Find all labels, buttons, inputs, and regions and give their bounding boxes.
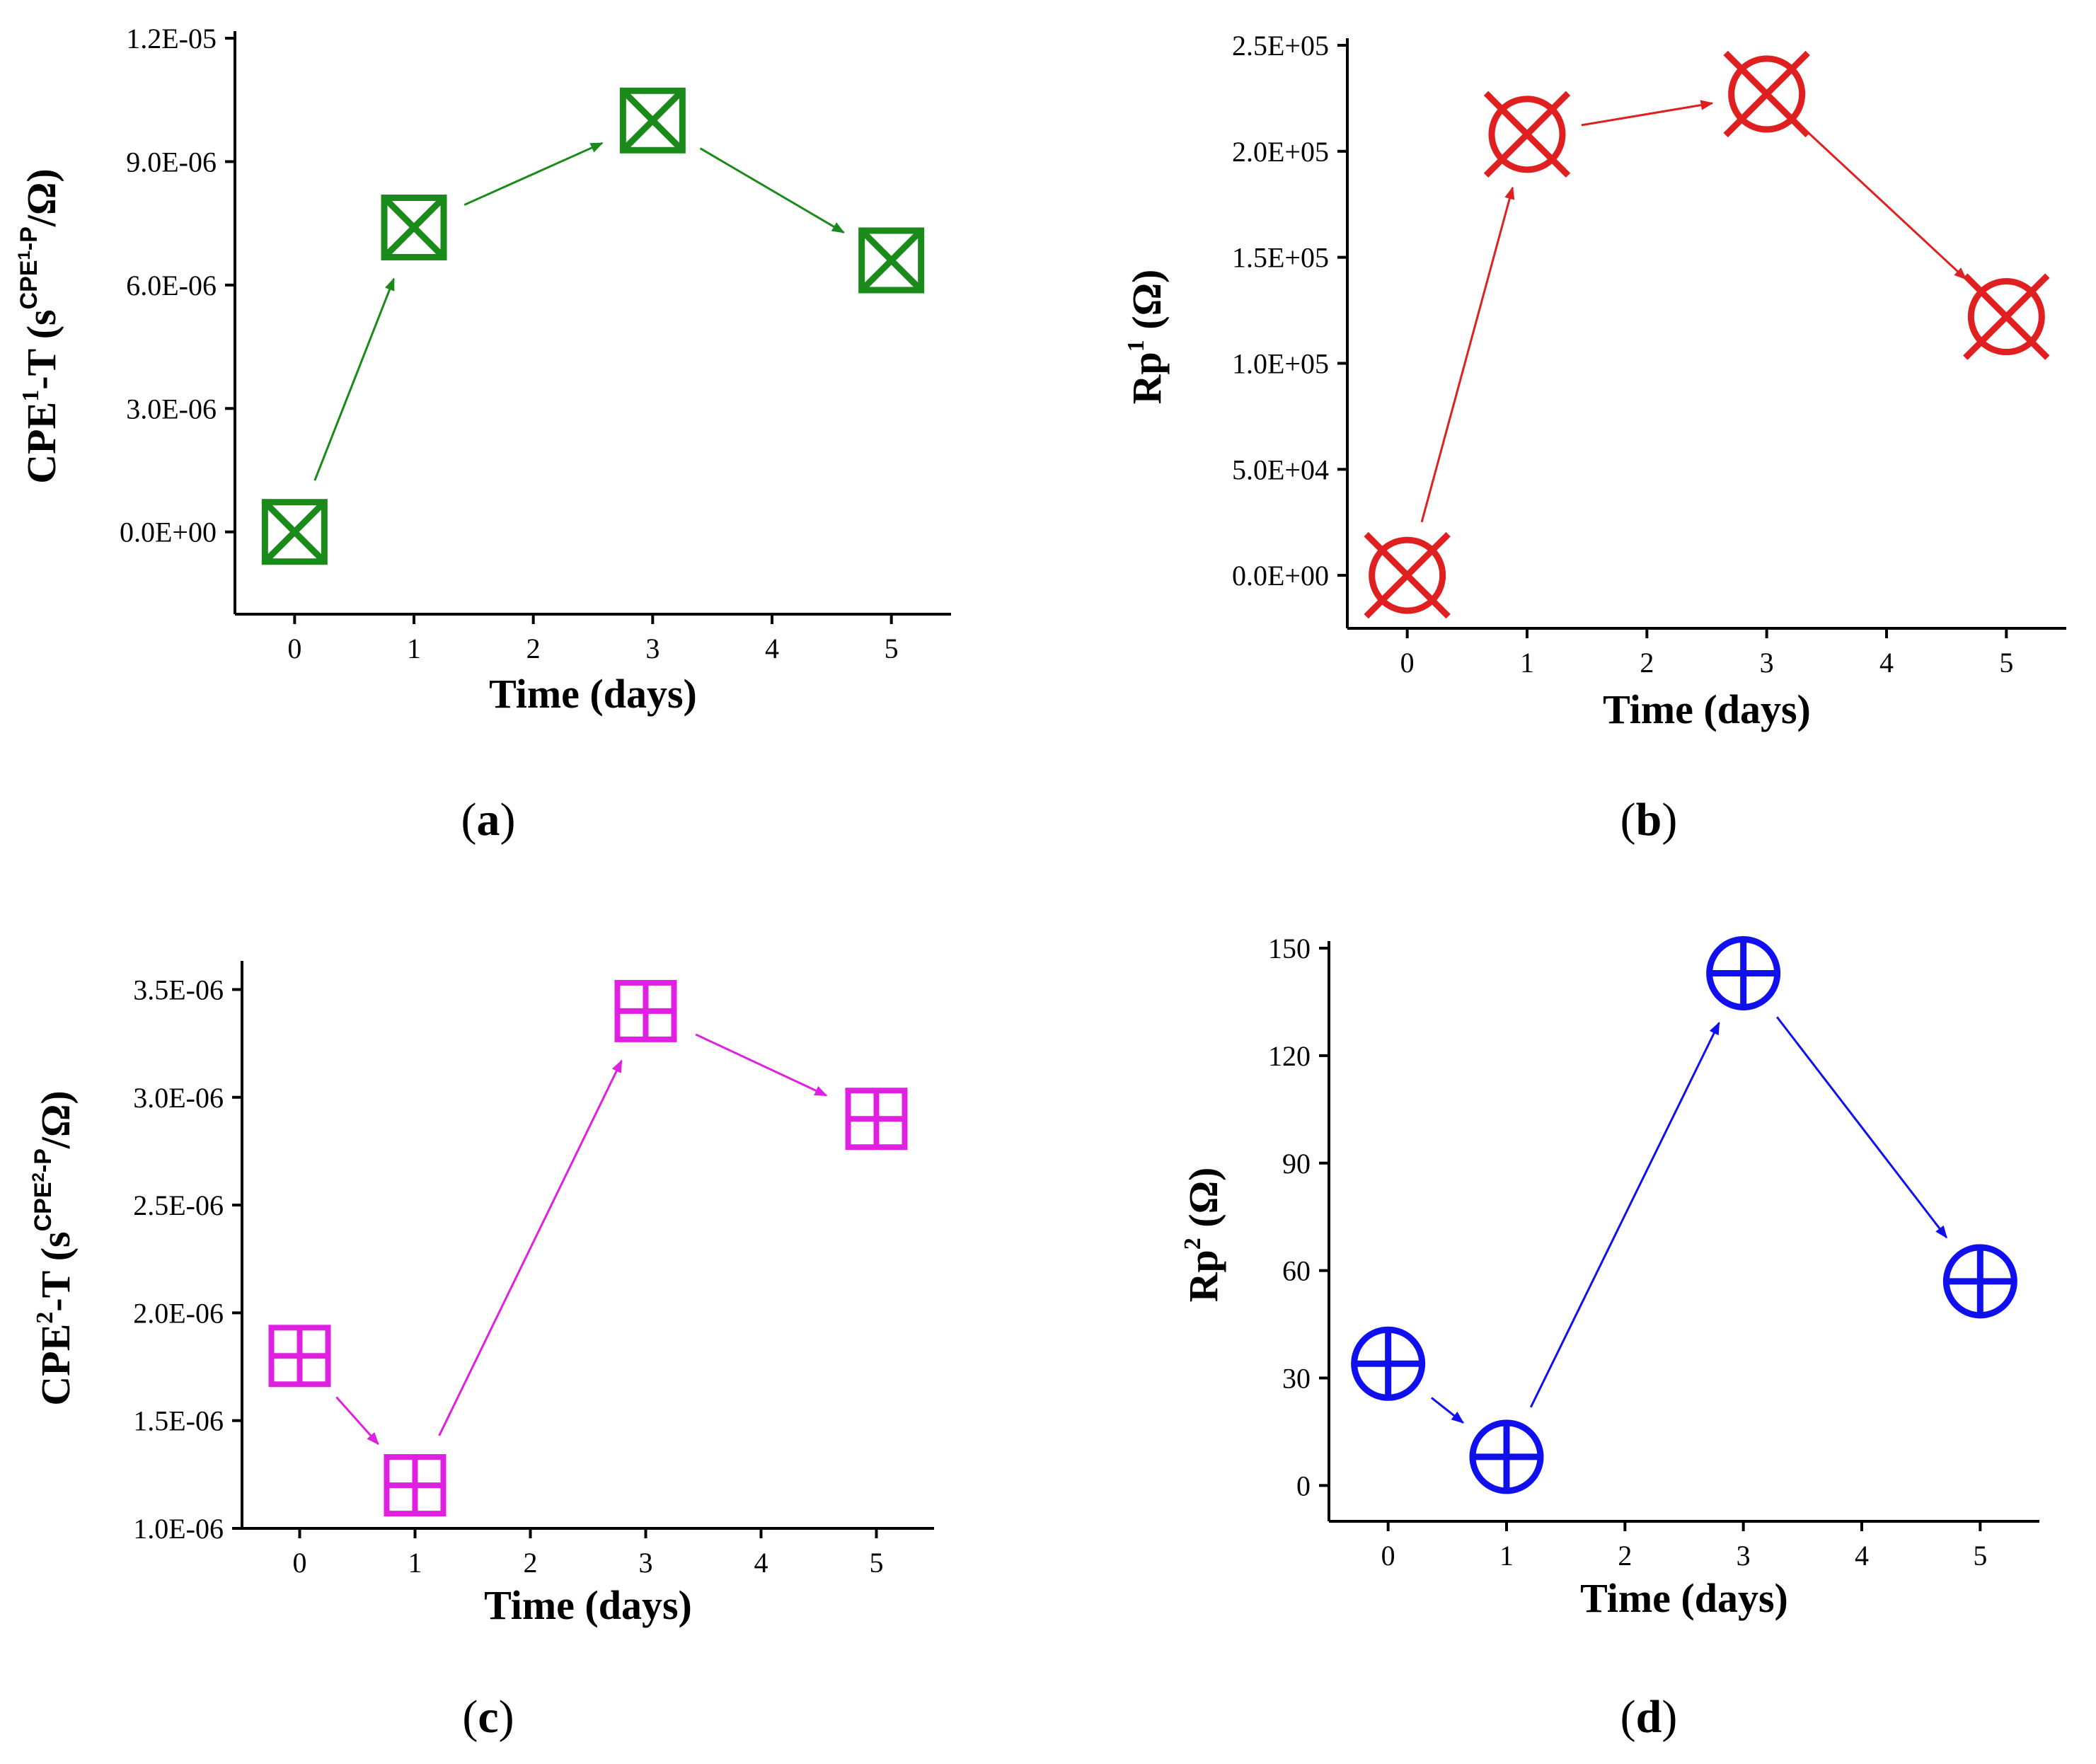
- y-tick-label: 1.0E-06: [133, 1513, 224, 1545]
- y-tick-label: 120: [1268, 1040, 1311, 1072]
- chart-panel-c: 0 1 2 3 4 5 1.0E-06 1.5E-06 2.0E-06 2.5E-06 3.0E-0…: [29, 961, 934, 1743]
- y-tick-label: 0.0E+00: [120, 517, 217, 548]
- data-point: [1706, 935, 1781, 1010]
- y-tick-label: 3.0E-06: [126, 393, 217, 425]
- data-point: [1723, 50, 1810, 138]
- x-tick-label: 4: [765, 633, 779, 664]
- x-axis-title: Time (days): [484, 1582, 692, 1628]
- trend-arrow: [695, 1033, 828, 1097]
- panel-label: (b): [1620, 794, 1678, 846]
- x-tick-label: 3: [1760, 647, 1774, 679]
- y-axis-title: Rp2 (Ω): [1180, 1168, 1226, 1303]
- trend-arrow: [1529, 1021, 1720, 1408]
- x-tick-label: 5: [885, 633, 899, 664]
- x-tick-label: 0: [287, 633, 301, 664]
- y-tick-label: 0.0E+00: [1232, 560, 1329, 592]
- trend-arrow: [1776, 1016, 1947, 1239]
- x-tick-label: 0: [293, 1547, 307, 1579]
- y-tick-label: 30: [1282, 1363, 1311, 1395]
- data-point: [1469, 1419, 1544, 1494]
- x-axis-title: Time (days): [1580, 1575, 1788, 1621]
- x-tick-label: 1: [1520, 647, 1534, 679]
- trend-arrow: [313, 277, 395, 481]
- x-tick-label: 3: [1737, 1540, 1751, 1572]
- panel-label: (d): [1620, 1691, 1678, 1743]
- data-point: [1483, 91, 1571, 178]
- x-tick-label: 2: [526, 633, 541, 664]
- y-tick-label: 1.5E-06: [133, 1405, 224, 1437]
- data-point: [384, 1454, 447, 1517]
- x-tick-label: 4: [1879, 647, 1894, 679]
- chart-panel-a: 0 1 2 3 4 5 0.0E+00 3.0E-06 6.0E-06 9.0E-06 1.2E-0…: [15, 23, 951, 846]
- x-tick-label: 1: [1499, 1540, 1514, 1572]
- data-point: [381, 194, 447, 260]
- trend-arrow: [463, 142, 604, 206]
- x-tick-label: 2: [1640, 647, 1654, 679]
- y-tick-label: 1.0E+05: [1232, 347, 1329, 379]
- data-point: [1351, 1326, 1426, 1401]
- x-tick-label: 1: [408, 1547, 422, 1579]
- data-point: [1942, 1244, 2017, 1319]
- y-tick-label: 1.5E+05: [1232, 242, 1329, 274]
- y-tick-label: 150: [1268, 933, 1311, 964]
- x-tick-label: 3: [639, 1547, 653, 1579]
- x-tick-label: 5: [1999, 647, 2013, 679]
- y-tick-label: 2.0E+05: [1232, 136, 1329, 168]
- data-point: [261, 499, 328, 565]
- x-tick-label: 4: [1855, 1540, 1869, 1572]
- x-axis-title: Time (days): [489, 671, 697, 717]
- x-tick-label: 0: [1381, 1540, 1395, 1572]
- data-point: [1364, 531, 1451, 619]
- y-tick-label: 90: [1282, 1148, 1311, 1180]
- trend-arrow: [1806, 130, 1967, 280]
- y-tick-label: 60: [1282, 1255, 1311, 1287]
- data-point: [845, 1088, 908, 1151]
- panel-label: (c): [462, 1691, 514, 1743]
- y-tick-label: 1.2E-05: [126, 23, 217, 54]
- trend-arrow: [699, 147, 845, 234]
- y-axis-title: CPE1-T (sCPE1-P/Ω): [15, 168, 64, 484]
- trend-arrow: [335, 1396, 379, 1446]
- trend-arrow: [1420, 186, 1515, 523]
- y-tick-label: 2.5E-06: [133, 1189, 224, 1221]
- x-tick-label: 5: [870, 1547, 884, 1579]
- chart-panel-d: 0 1 2 3 4 5 0 30 60 90 120 150 Time (days) Rp2 (Ω) (d): [1180, 933, 2039, 1743]
- x-tick-label: 3: [645, 633, 660, 664]
- trend-arrow: [1581, 100, 1714, 127]
- y-tick-label: 9.0E-06: [126, 146, 217, 178]
- panel-label: (a): [461, 794, 516, 846]
- x-tick-label: 0: [1400, 647, 1415, 679]
- x-tick-label: 2: [524, 1547, 538, 1579]
- y-tick-label: 0: [1296, 1470, 1311, 1501]
- x-tick-label: 2: [1618, 1540, 1632, 1572]
- x-tick-label: 1: [407, 633, 421, 664]
- y-tick-label: 2.5E+05: [1232, 30, 1329, 62]
- data-point: [268, 1325, 331, 1388]
- y-tick-label: 3.5E-06: [133, 974, 224, 1005]
- data-point: [619, 87, 686, 154]
- y-tick-label: 6.0E-06: [126, 270, 217, 301]
- x-axis-title: Time (days): [1603, 686, 1811, 732]
- trend-arrow: [1431, 1397, 1465, 1424]
- y-tick-label: 2.0E-06: [133, 1297, 224, 1329]
- data-point: [614, 979, 677, 1042]
- x-tick-label: 5: [1973, 1540, 1987, 1572]
- data-point: [858, 227, 925, 294]
- y-axis-title: CPE2-T (sCPE2-P/Ω): [29, 1090, 79, 1406]
- trend-arrow: [438, 1059, 623, 1436]
- y-tick-label: 3.0E-06: [133, 1082, 224, 1114]
- y-axis-title: Rp1 (Ω): [1123, 270, 1170, 405]
- x-tick-label: 4: [754, 1547, 768, 1579]
- data-point: [1963, 273, 2050, 360]
- chart-panel-b: 0 1 2 3 4 5 0.0E+00 5.0E+04 1.0E+05 1.5E+05 2.0E+0…: [1123, 30, 2066, 846]
- y-tick-label: 5.0E+04: [1232, 454, 1329, 485]
